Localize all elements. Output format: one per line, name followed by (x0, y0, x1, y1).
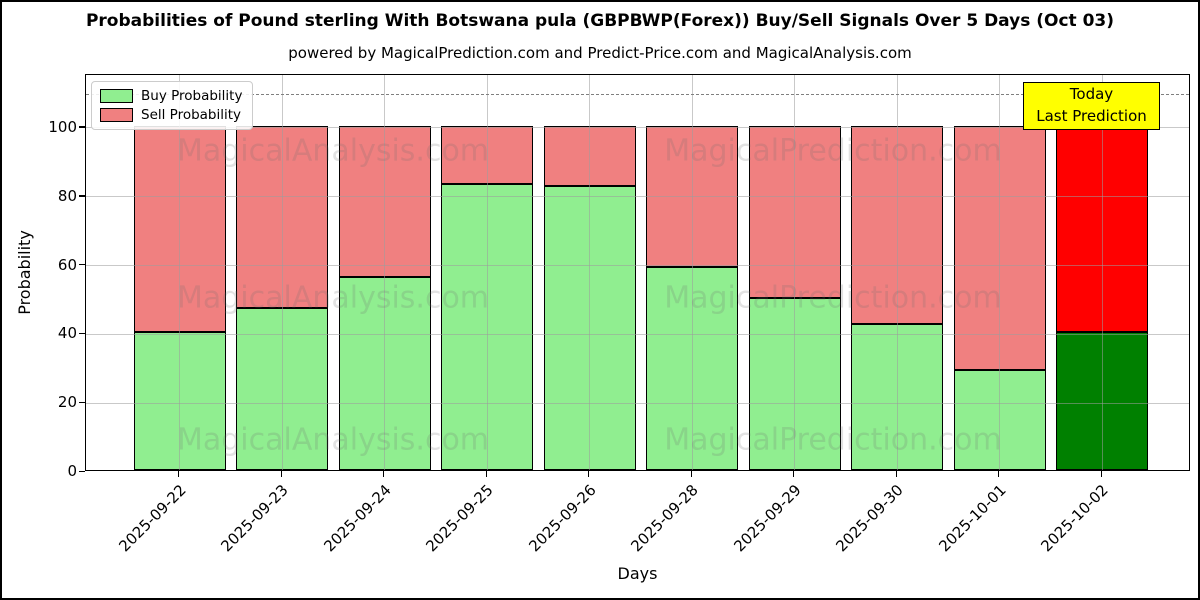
x-gridline (999, 75, 1000, 470)
x-gridline (384, 75, 385, 470)
y-tick-label: 40 (57, 324, 77, 343)
legend-label-buy: Buy Probability (141, 88, 243, 104)
y-tick-label: 0 (67, 462, 77, 480)
x-tick-mark (690, 471, 692, 477)
x-tick-mark (178, 471, 180, 477)
x-tick-mark (485, 471, 487, 477)
y-gridline (86, 127, 1189, 129)
y-gridline (86, 333, 1189, 335)
x-tick-mark (793, 471, 795, 477)
today-annotation: Today Last Prediction (1023, 82, 1160, 130)
x-axis-label: Days (617, 564, 658, 583)
x-tick-mark (895, 471, 897, 477)
x-gridline (794, 75, 795, 470)
legend-item-buy: Buy Probability (100, 89, 242, 103)
x-gridline (896, 75, 898, 470)
today-annotation-line2: Last Prediction (1036, 107, 1147, 125)
chart-title: Probabilities of Pound sterling With Bot… (85, 11, 1115, 31)
y-gridline (86, 402, 1189, 404)
legend-label-sell: Sell Probability (141, 107, 242, 123)
x-gridline (691, 75, 693, 470)
x-gridline (486, 75, 488, 470)
x-gridline (281, 75, 283, 470)
x-tick-mark (588, 471, 590, 477)
legend: Buy Probability Sell Probability (91, 81, 254, 130)
x-tick-mark (383, 471, 385, 477)
y-tick-label: 80 (57, 186, 77, 205)
y-gridline (86, 196, 1189, 198)
buy-swatch-icon (100, 89, 133, 103)
y-tick-mark (79, 401, 85, 404)
y-tick-mark (79, 264, 85, 266)
y-tick-mark (79, 195, 85, 197)
y-tick-mark (79, 470, 85, 472)
y-tick-label: 60 (57, 255, 77, 274)
chart-subtitle: powered by MagicalPrediction.com and Pre… (288, 44, 912, 62)
y-tick-label: 100 (48, 117, 77, 136)
y-tick-mark (79, 126, 85, 128)
legend-item-sell: Sell Probability (100, 108, 242, 122)
today-annotation-line1: Today (1069, 85, 1114, 104)
y-tick-label: 20 (57, 393, 77, 412)
x-tick-mark (280, 471, 282, 477)
x-tick-mark (998, 471, 1000, 477)
x-gridline (1101, 75, 1103, 470)
y-tick-mark (79, 332, 85, 335)
x-gridline (589, 75, 590, 470)
x-gridline (179, 75, 180, 470)
x-tick-mark (1100, 471, 1102, 477)
y-gridline (86, 265, 1189, 267)
plot-area: Buy Probability Sell Probability Today L… (85, 74, 1190, 471)
sell-swatch-icon (100, 108, 133, 122)
threshold-dashed-line (86, 93, 1189, 95)
